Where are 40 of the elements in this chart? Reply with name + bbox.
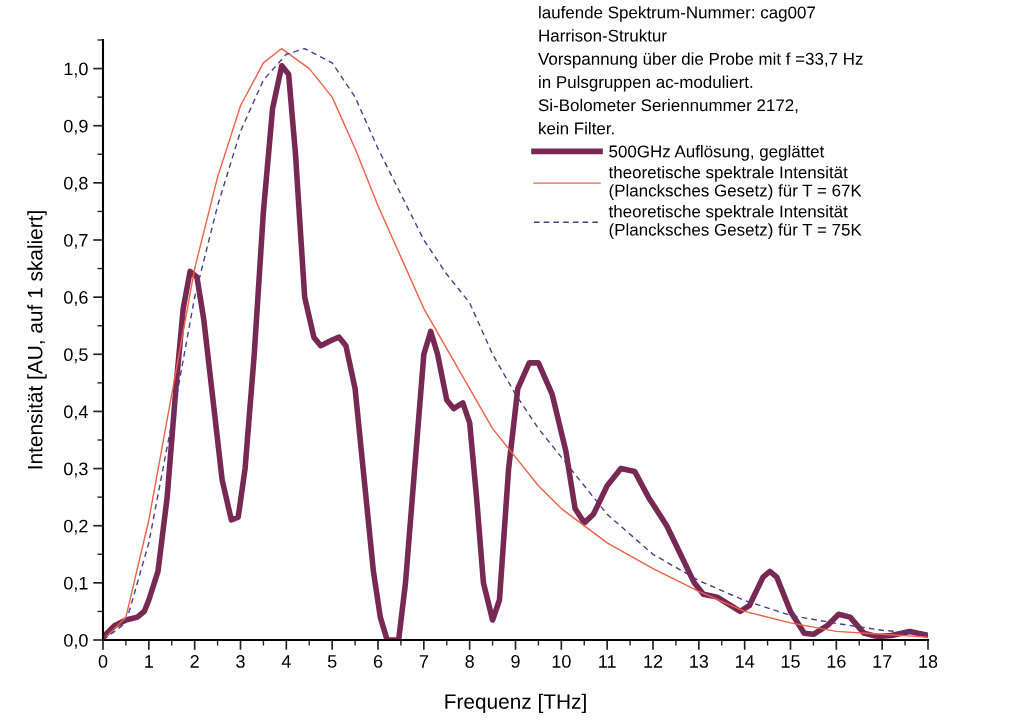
x-tick-label: 7 <box>419 655 428 668</box>
y-tick-label: 0,5 <box>64 348 88 364</box>
x-tick-label: 17 <box>873 655 892 668</box>
x-tick-label: 10 <box>552 655 571 668</box>
y-tick-label: 0,1 <box>64 576 88 592</box>
x-tick-label: 0 <box>98 655 108 668</box>
x-tick-label: 12 <box>644 655 663 668</box>
x-tick-label: 13 <box>690 655 709 668</box>
y-tick-label: 0,2 <box>64 519 88 535</box>
x-tick-label: 1 <box>145 655 153 668</box>
legend-label: 500GHz Auflösung, geglättet <box>609 145 825 161</box>
x-tick-label: 5 <box>327 655 337 668</box>
annotation: in Pulsgruppen ac-moduliert. <box>539 75 753 92</box>
x-tick-label: 9 <box>511 655 520 668</box>
text: laufende Spektrum-Nummer: cag007 <box>539 6 815 22</box>
y-tick-label: 0,8 <box>64 176 88 192</box>
y-axis-title: Intensität [AU, auf 1 skaliert] <box>27 211 47 469</box>
legend-label: theoretische spektrale Intensität (Plancksches Gesetz) für T = 75K <box>608 205 862 240</box>
x-axis-title: Frequenz [THz] <box>445 693 586 714</box>
x-tick-label: 6 <box>373 655 383 668</box>
annotation: Vorspannung über die Probe mit f =33,7 Hz <box>538 52 863 69</box>
y-tick-label: 0,0 <box>64 633 88 649</box>
y-tick-label: 1,0 <box>64 62 88 78</box>
annotation: kein Filter. <box>539 122 614 135</box>
x-tick-label: 8 <box>465 655 474 668</box>
y-tick-label: 0,3 <box>64 462 88 478</box>
y-tick-label: 0,6 <box>64 291 88 306</box>
y-tick-label: 0,7 <box>64 233 88 249</box>
annotation: Si-Bolometer Seriennummer 2172, <box>538 98 798 114</box>
x-tick-label: 18 <box>919 655 938 668</box>
x-tick-label: 3 <box>236 655 245 668</box>
x-tick-label: 14 <box>736 655 755 668</box>
annotation: Harrison-Struktur <box>539 29 667 42</box>
x-tick-label: 4 <box>281 655 291 668</box>
x-tick-label: 16 <box>827 655 846 668</box>
y-tick-label: 0,4 <box>64 405 88 421</box>
y-tick-label: 0,9 <box>64 119 88 135</box>
x-tick-label: 15 <box>781 655 800 668</box>
x-tick-label: 2 <box>190 655 199 668</box>
x-tick-label: 11 <box>599 655 616 668</box>
